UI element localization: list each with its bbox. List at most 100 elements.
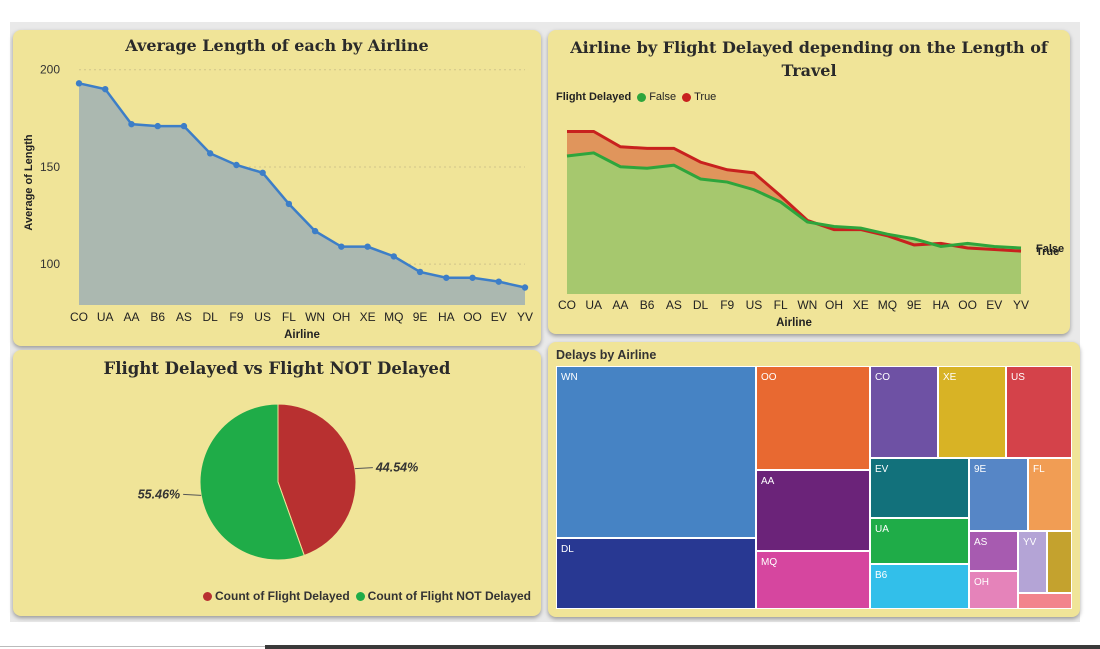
x-tick-label: XE bbox=[853, 298, 869, 312]
delay-length-legend: Flight Delayed False True bbox=[556, 91, 716, 103]
data-point-dl bbox=[206, 150, 214, 157]
x-axis-label: Airline bbox=[284, 329, 320, 341]
treemap-title: Delays by Airline bbox=[556, 348, 657, 362]
x-tick-label: CO bbox=[70, 310, 88, 324]
cell-label-aa: AA bbox=[761, 476, 775, 487]
treemap-cell-yv[interactable]: YV bbox=[1018, 531, 1047, 593]
treemap-cell-wn[interactable]: WN bbox=[556, 366, 756, 538]
x-tick-label: OH bbox=[332, 310, 350, 324]
cell-label-b6: B6 bbox=[875, 570, 888, 581]
x-tick-label: WN bbox=[305, 310, 325, 324]
x-tick-label: XE bbox=[360, 310, 376, 324]
x-tick-label: DL bbox=[693, 298, 709, 312]
treemap-cell-mq[interactable]: MQ bbox=[756, 551, 870, 609]
cell-label-oh: OH bbox=[974, 577, 989, 588]
cell-label-ev: EV bbox=[875, 464, 889, 475]
pie-chart: 44.54% 55.46% bbox=[138, 403, 418, 561]
cell-label-oo: OO bbox=[761, 372, 777, 383]
avg-length-panel[interactable]: Average Length of each by Airline 100 150… bbox=[13, 30, 541, 346]
divider-line bbox=[0, 646, 265, 647]
treemap-cell-b6[interactable]: B6 bbox=[870, 564, 969, 609]
legend-false-marker bbox=[637, 92, 647, 102]
x-tick-label: UA bbox=[585, 298, 602, 312]
treemap-cell-aa[interactable]: AA bbox=[756, 470, 870, 551]
legend-not-delayed-label[interactable]: Count of Flight NOT Delayed bbox=[367, 589, 531, 603]
pie-slice-not-delayed bbox=[199, 403, 305, 561]
delay-length-panel[interactable]: Airline by Flight Delayed depending on t… bbox=[548, 30, 1070, 334]
cell-label-mq: MQ bbox=[761, 557, 778, 568]
pie-legend: Count of Flight Delayed Count of Flight … bbox=[203, 589, 531, 603]
treemap-cell-ua[interactable]: UA bbox=[870, 518, 969, 564]
false-area-fill bbox=[567, 152, 1021, 294]
false-series-line bbox=[566, 151, 1022, 250]
x-tick-label: OO bbox=[958, 298, 977, 312]
legend-false-label: False bbox=[649, 91, 677, 103]
data-point-us bbox=[259, 169, 266, 176]
x-tick-label: UA bbox=[97, 310, 114, 324]
y-tick-label: 200 bbox=[40, 63, 60, 77]
pie-value-label: 55.46% bbox=[138, 487, 180, 501]
pie-value-label: 44.54% bbox=[375, 461, 418, 475]
treemap-cell-co[interactable]: CO bbox=[870, 366, 938, 458]
y-tick-label: 150 bbox=[40, 160, 60, 174]
x-tick-label: HA bbox=[438, 310, 455, 324]
treemap-cell-ev[interactable]: EV bbox=[870, 458, 969, 518]
data-point-b6 bbox=[154, 122, 161, 130]
treemap-cell-oh[interactable]: OH bbox=[969, 571, 1018, 609]
data-point-co bbox=[75, 80, 83, 87]
false-end-label: False bbox=[1036, 243, 1064, 255]
x-tick-label: B6 bbox=[150, 310, 165, 324]
treemap-cell-as[interactable]: AS bbox=[969, 531, 1018, 571]
treemap-cell-unlabeled-2[interactable] bbox=[1018, 593, 1072, 609]
cell-label-ua: UA bbox=[875, 524, 889, 535]
x-tick-label: MQ bbox=[384, 310, 403, 324]
cell-label-as: AS bbox=[974, 537, 988, 548]
x-tick-label: AA bbox=[123, 310, 139, 324]
x-tick-label: AS bbox=[666, 298, 682, 312]
x-axis-label: Airline bbox=[776, 317, 812, 329]
x-tick-label: F9 bbox=[720, 298, 734, 312]
pie-leader-line bbox=[183, 493, 202, 496]
x-tick-label: YV bbox=[517, 310, 533, 324]
x-tick-label: AA bbox=[612, 298, 628, 312]
treemap-cell-us[interactable]: US bbox=[1006, 366, 1072, 458]
treemap-cell-xe[interactable]: XE bbox=[938, 366, 1006, 458]
x-tick-label: AS bbox=[176, 310, 192, 324]
x-tick-label: EV bbox=[986, 298, 1002, 312]
cell-label-9e: 9E bbox=[974, 464, 987, 475]
y-tick-label: 100 bbox=[40, 257, 60, 271]
x-tick-label: HA bbox=[933, 298, 950, 312]
legend-item-false[interactable]: False bbox=[637, 91, 676, 103]
treemap-cell-9e[interactable]: 9E bbox=[969, 458, 1028, 531]
treemap-cell-fl[interactable]: FL bbox=[1028, 458, 1072, 531]
cell-label-us: US bbox=[1011, 372, 1025, 383]
x-tick-label: FL bbox=[282, 310, 296, 324]
x-tick-label: DL bbox=[203, 310, 219, 324]
legend-delayed-label[interactable]: Count of Flight Delayed bbox=[215, 589, 350, 603]
x-tick-label: OH bbox=[825, 298, 843, 312]
area-fill bbox=[79, 83, 525, 305]
legend-not-delayed-marker bbox=[355, 591, 365, 601]
treemap-cell-oo[interactable]: OO bbox=[756, 366, 870, 470]
cell-label-wn: WN bbox=[561, 372, 578, 383]
cell-label-fl: FL bbox=[1033, 464, 1045, 475]
x-tick-label: WN bbox=[797, 298, 817, 312]
pie-panel[interactable]: Flight Delayed vs Flight NOT Delayed 44.… bbox=[13, 350, 541, 616]
avg-length-chart: 100 150 200 CO UA AA B6 AS DL F9 US FL WN OH XE MQ 9E HA O… bbox=[23, 63, 533, 341]
data-point-aa bbox=[128, 120, 135, 128]
legend-item-true[interactable]: True bbox=[682, 91, 716, 103]
data-point-as bbox=[180, 122, 188, 130]
x-tick-label: YV bbox=[1013, 298, 1029, 312]
treemap-cell-dl[interactable]: DL bbox=[556, 538, 756, 609]
treemap-panel[interactable]: Delays by Airline WN DL OO AA MQ CO XE U… bbox=[548, 342, 1080, 617]
treemap-area: WN DL OO AA MQ CO XE US EV 9E FL UA B6 A… bbox=[556, 366, 1072, 609]
true-series-line bbox=[567, 129, 1022, 253]
data-point-ua bbox=[102, 85, 109, 93]
data-point-ha bbox=[443, 274, 450, 281]
legend-true-label: True bbox=[694, 91, 717, 103]
pie-leader-line bbox=[354, 467, 373, 470]
data-point-9e bbox=[416, 268, 424, 276]
data-point-wn bbox=[311, 227, 319, 235]
legend-delayed-marker bbox=[203, 591, 212, 601]
treemap-cell-unlabeled-1[interactable] bbox=[1047, 531, 1072, 593]
